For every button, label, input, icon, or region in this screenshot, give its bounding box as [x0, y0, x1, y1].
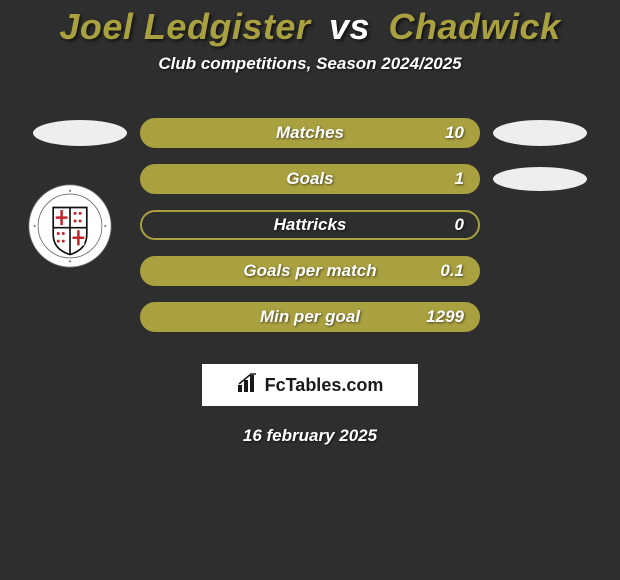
- player1-name: Joel Ledgister: [59, 6, 310, 47]
- date-label: 16 february 2025: [0, 426, 620, 446]
- stat-value: 0: [455, 215, 464, 235]
- left-side-cell: [20, 120, 140, 146]
- vs-label: vs: [329, 6, 370, 47]
- player2-slot-ellipse: [493, 120, 587, 146]
- player2-name: Chadwick: [389, 6, 561, 47]
- stat-value: 10: [445, 123, 464, 143]
- stat-row: Min per goal1299: [0, 294, 620, 340]
- stat-label: Hattricks: [156, 215, 464, 235]
- stat-label: Goals: [156, 169, 464, 189]
- stat-bar: Goals per match0.1: [140, 256, 480, 286]
- player2-slot-ellipse: [493, 167, 587, 191]
- brand-text: FcTables.com: [265, 375, 384, 396]
- stat-value: 0.1: [440, 261, 464, 281]
- club-crest: [28, 184, 112, 268]
- page-title: Joel Ledgister vs Chadwick: [0, 6, 620, 48]
- subtitle: Club competitions, Season 2024/2025: [0, 54, 620, 74]
- stat-label: Min per goal: [156, 307, 464, 327]
- right-side-cell: [480, 167, 600, 191]
- brand-badge: FcTables.com: [202, 364, 418, 406]
- stat-label: Matches: [156, 123, 464, 143]
- stat-bar: Hattricks0: [140, 210, 480, 240]
- stat-bar: Min per goal1299: [140, 302, 480, 332]
- right-side-cell: [480, 120, 600, 146]
- stat-bar: Matches10: [140, 118, 480, 148]
- stat-row: Matches10: [0, 110, 620, 156]
- brand-icon: [237, 373, 259, 398]
- stat-value: 1: [455, 169, 464, 189]
- comparison-card: Joel Ledgister vs Chadwick Club competit…: [0, 6, 620, 580]
- stat-bar: Goals1: [140, 164, 480, 194]
- stat-value: 1299: [426, 307, 464, 327]
- player1-slot-ellipse: [33, 120, 127, 146]
- stat-label: Goals per match: [156, 261, 464, 281]
